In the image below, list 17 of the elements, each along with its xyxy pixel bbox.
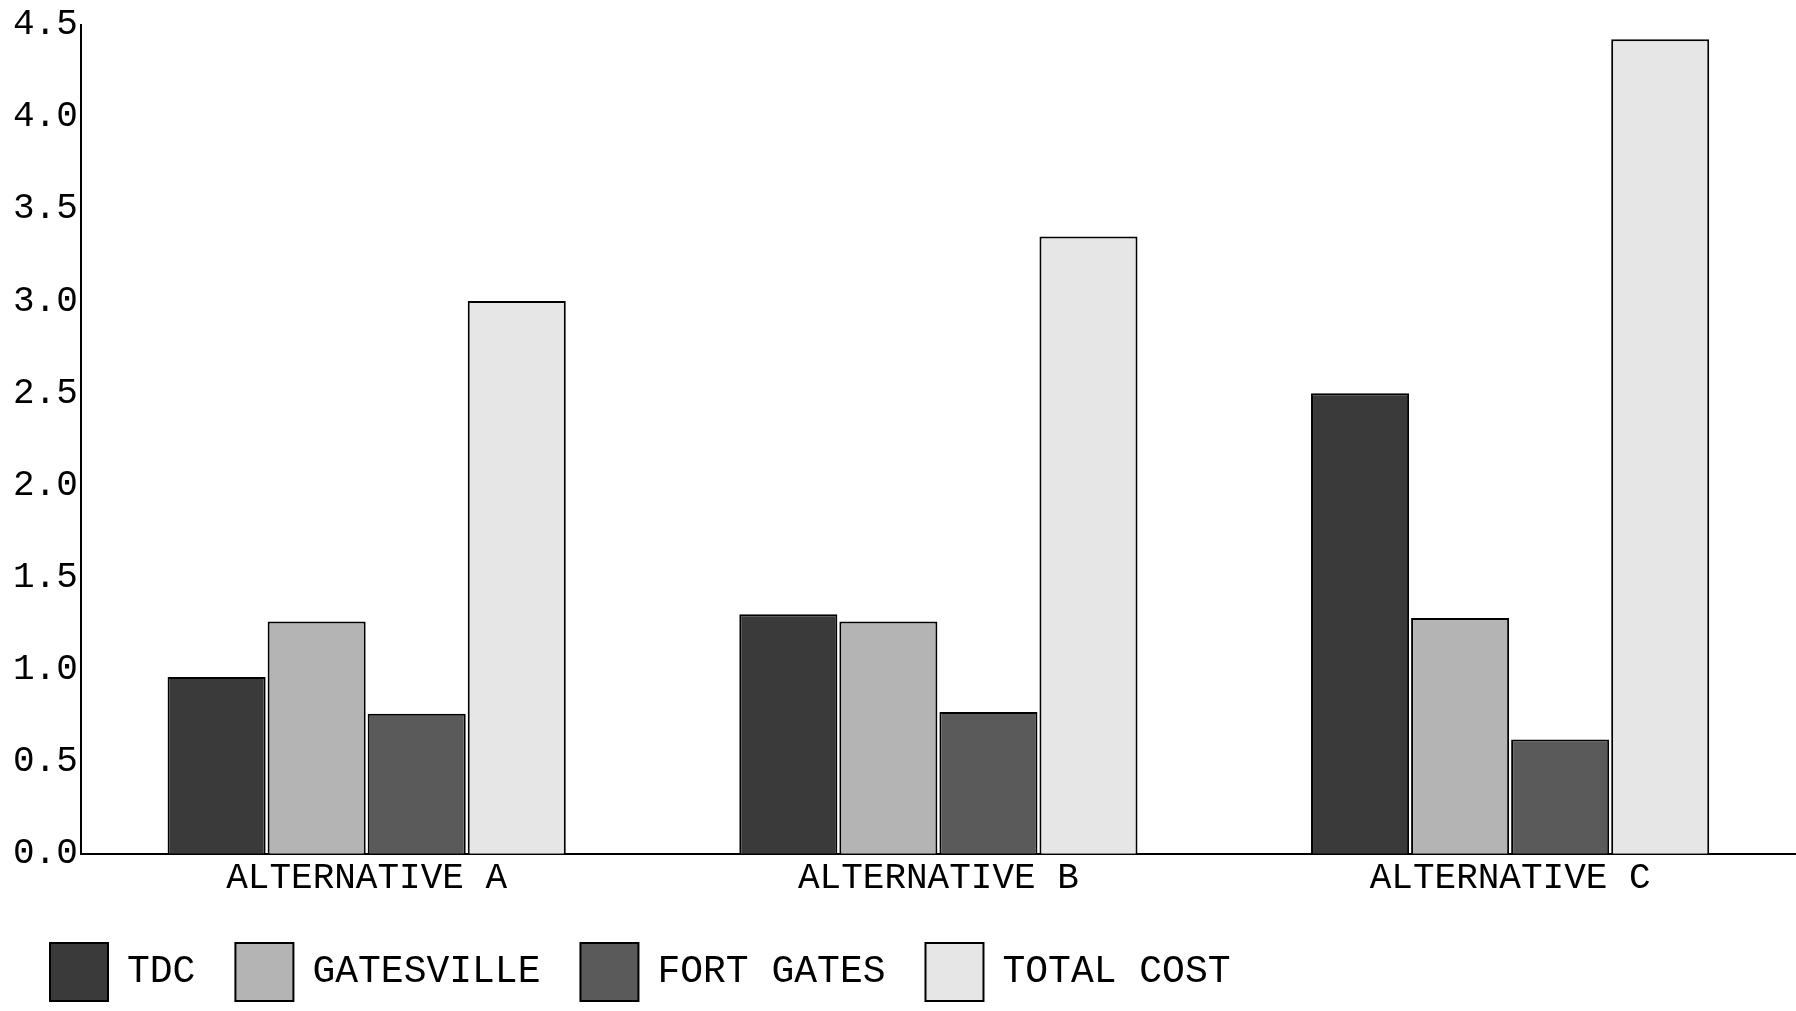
y-tick-label: 2.0 — [13, 464, 78, 506]
y-tick-label: 0.5 — [13, 741, 78, 783]
x-tick-label: ALTERNATIVE B — [797, 857, 1079, 899]
legend-label: TOTAL COST — [1002, 950, 1231, 994]
x-tick-label: ALTERNATIVE C — [1369, 857, 1651, 899]
y-tick-label: 2.5 — [13, 372, 78, 414]
legend-label: FORT GATES — [657, 950, 886, 994]
y-tick-label: 3.5 — [13, 188, 78, 230]
y-tick-label: 4.0 — [13, 96, 78, 138]
legend-label: TDC — [127, 950, 196, 994]
y-tick-label: 1.0 — [13, 649, 78, 691]
y-tick-label: 1.5 — [13, 556, 78, 598]
y-tick-label: 3.0 — [13, 280, 78, 322]
y-tick-label: 4.5 — [13, 4, 78, 46]
y-tick-label: 0.0 — [13, 833, 78, 875]
legend-label: GATESVILLE — [312, 950, 541, 994]
x-tick-label: ALTERNATIVE A — [226, 857, 508, 899]
